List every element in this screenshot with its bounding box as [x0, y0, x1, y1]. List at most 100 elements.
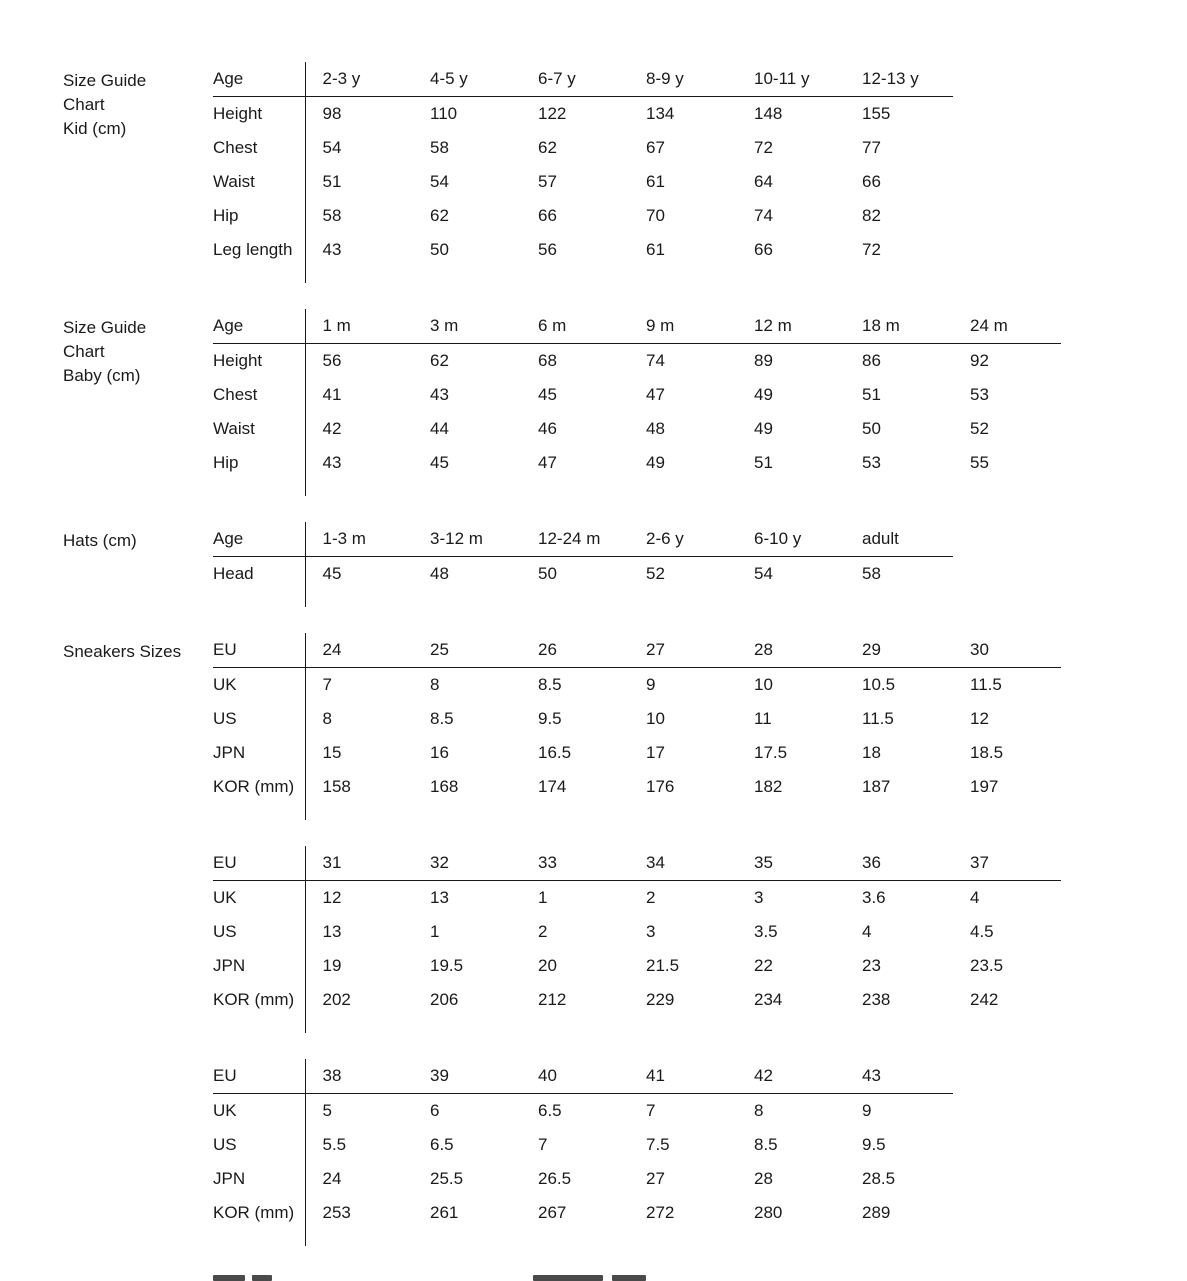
table-header-label: EU — [213, 1059, 306, 1094]
table-cell: 92 — [970, 351, 989, 370]
table-row: US 13 1 2 3 3.5 4 4.5 — [213, 915, 1061, 949]
table-cell: 4 — [862, 922, 872, 941]
table-cell: 23 — [862, 956, 881, 975]
table-cell: 44 — [430, 419, 449, 438]
table-row-label: UK — [213, 667, 306, 702]
table-row-label: Head — [213, 556, 306, 591]
table-spacer-cell — [305, 804, 1061, 820]
table-cell: 82 — [862, 206, 881, 225]
table-cell: 51 — [862, 385, 881, 404]
table-cell: 28.5 — [862, 1169, 896, 1188]
table-cell: 212 — [538, 990, 567, 1009]
table-row: KOR (mm) 202 206 212 229 234 238 242 — [213, 983, 1061, 1017]
section-title-line: Sneakers Sizes — [63, 642, 182, 661]
section-title-line: Kid (cm) — [63, 119, 127, 138]
table-cell: 50 — [538, 564, 557, 583]
table-cell: 48 — [430, 564, 449, 583]
table-spacer-cell — [305, 591, 953, 607]
table-cell: 26.5 — [538, 1169, 572, 1188]
table-column-header: 12-24 m — [521, 522, 629, 557]
table-column-header: 3 m — [413, 309, 521, 344]
table-row: KOR (mm) 253 261 267 272 280 289 — [213, 1196, 953, 1230]
table-cell: 3.5 — [754, 922, 778, 941]
table-cell: 12 — [322, 888, 342, 907]
table-cell: 18.5 — [970, 743, 1004, 762]
table-cell: 9.5 — [538, 709, 562, 728]
table-spacer-cell — [213, 591, 306, 607]
table-column-header: 2-3 y — [305, 62, 413, 97]
table-spacer-row — [213, 267, 953, 283]
kid-size-table: Age 2-3 y 4-5 y 6-7 y 8-9 y 10-11 y 12-13 y Hei… — [213, 62, 953, 283]
table-cell: 58 — [322, 206, 342, 225]
table-cell: 7 — [322, 675, 332, 694]
table-column-header: 37 — [953, 846, 1061, 881]
table-cell: 50 — [430, 240, 449, 259]
table-cell: 66 — [754, 240, 773, 259]
table-row-label: Waist — [213, 165, 306, 199]
table-cell: 8 — [430, 675, 440, 694]
table-cell: 47 — [646, 385, 665, 404]
table-cell: 148 — [754, 104, 783, 123]
section-sneakers-2: EU 31 32 33 34 35 36 37 UK 12 13 1 2 3 3.6 4 US 13 1 2 3 3.5 4… — [0, 846, 1187, 1033]
table-cell: 134 — [646, 104, 675, 123]
table-cell: 72 — [754, 138, 773, 157]
table-header-label: Age — [213, 522, 306, 557]
table-row-label: Chest — [213, 378, 306, 412]
hats-size-table: Age 1-3 m 3-12 m 12-24 m 2-6 y 6-10 y adult Hea… — [213, 522, 953, 607]
table-column-header: 10-11 y — [737, 62, 845, 97]
table-cell: 4 — [970, 888, 980, 907]
table-cell: 70 — [646, 206, 665, 225]
table-cell: 21.5 — [646, 956, 680, 975]
table-cell: 51 — [322, 172, 342, 191]
table-cell: 3 — [646, 922, 656, 941]
table-row-label: KOR (mm) — [213, 983, 306, 1017]
table-cell: 7.5 — [646, 1135, 670, 1154]
table-row-label: KOR (mm) — [213, 1196, 306, 1230]
table-cell: 68 — [538, 351, 557, 370]
table-spacer-cell — [305, 1017, 1061, 1033]
table-column-header: 24 m — [953, 309, 1061, 344]
table-cell: 253 — [322, 1203, 351, 1222]
table-cell: 10 — [754, 675, 773, 694]
table-cell: 17 — [646, 743, 665, 762]
table-cell: 66 — [538, 206, 557, 225]
table-row-label: Height — [213, 96, 306, 131]
table-cell: 15 — [322, 743, 342, 762]
table-cell: 8 — [754, 1101, 764, 1120]
section-title-line: Hats (cm) — [63, 531, 137, 550]
table-row-label: UK — [213, 1093, 306, 1128]
table-cell: 45 — [538, 385, 557, 404]
table-cell: 10 — [646, 709, 665, 728]
table-cell: 50 — [862, 419, 881, 438]
table-cell: 10.5 — [862, 675, 896, 694]
table-row: UK 7 8 8.5 9 10 10.5 11.5 — [213, 667, 1061, 702]
table-cell: 61 — [646, 240, 665, 259]
table-cell: 45 — [322, 564, 342, 583]
table-row: Height 56 62 68 74 89 86 92 — [213, 343, 1061, 378]
table-cell: 62 — [538, 138, 557, 157]
table-spacer-row — [213, 591, 953, 607]
table-column-header: 32 — [413, 846, 521, 881]
table-cell: 9.5 — [862, 1135, 886, 1154]
table-cell: 280 — [754, 1203, 783, 1222]
table-column-header: 9 m — [629, 309, 737, 344]
table-cell: 242 — [970, 990, 999, 1009]
table-cell: 56 — [322, 351, 342, 370]
section-title-line: Chart — [63, 342, 105, 361]
table-cell: 24 — [322, 1169, 342, 1188]
table-cell: 57 — [538, 172, 557, 191]
section-title-line: Baby (cm) — [63, 366, 141, 385]
table-spacer-cell — [213, 1017, 306, 1033]
table-cell: 64 — [754, 172, 773, 191]
size-guide-page: { "sections": [ { "title_lines": ["Size … — [0, 62, 1187, 1281]
table-cell: 155 — [862, 104, 891, 123]
table-row: Leg length 43 50 56 61 66 72 — [213, 233, 953, 267]
section-sneakers-1: Sneakers Sizes EU 24 25 26 27 28 29 30 UK 7 8 8.5 9 1… — [0, 633, 1187, 820]
table-column-header: 41 — [629, 1059, 737, 1094]
table-cell: 19 — [322, 956, 342, 975]
table-cell: 9 — [646, 675, 656, 694]
table-spacer-cell — [305, 267, 953, 283]
table-cell: 89 — [754, 351, 773, 370]
table-row-label: Height — [213, 343, 306, 378]
table-cell: 174 — [538, 777, 567, 796]
